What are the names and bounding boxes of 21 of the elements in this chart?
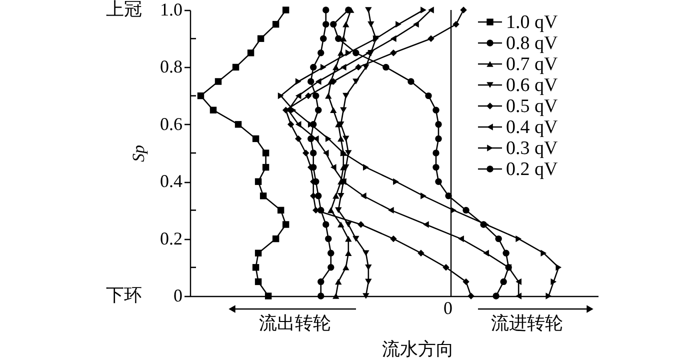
y-tick-label: 0.6	[160, 114, 182, 134]
ref-line-label: 0	[444, 298, 453, 318]
y-tick-label: 0	[174, 286, 182, 306]
legend-label: 0.4 qV	[506, 117, 558, 138]
y-axis-title: Sp	[129, 145, 148, 162]
text: 上冠	[106, 0, 142, 19]
y-tick-label: 0.8	[160, 56, 182, 77]
text: 流进转轮	[491, 313, 563, 333]
legend-label: 0.2 qV	[506, 159, 558, 180]
y-tick-label: 0.2	[160, 228, 182, 248]
y-tick-label: 1.0	[160, 0, 182, 20]
x-axis-title: 流水方向	[382, 339, 454, 359]
legend-label: 0.3 qV	[506, 138, 558, 159]
legend-label: 0.8 qV	[506, 33, 558, 54]
text: 下环	[106, 285, 142, 305]
legend-label: 0.7 qV	[506, 54, 558, 75]
text: 流出转轮	[259, 313, 331, 333]
legend-label: 1.0 qV	[506, 12, 558, 33]
legend-label: 0.6 qV	[506, 75, 558, 96]
legend-label: 0.5 qV	[506, 96, 558, 117]
y-tick-label: 0.4	[160, 171, 182, 192]
